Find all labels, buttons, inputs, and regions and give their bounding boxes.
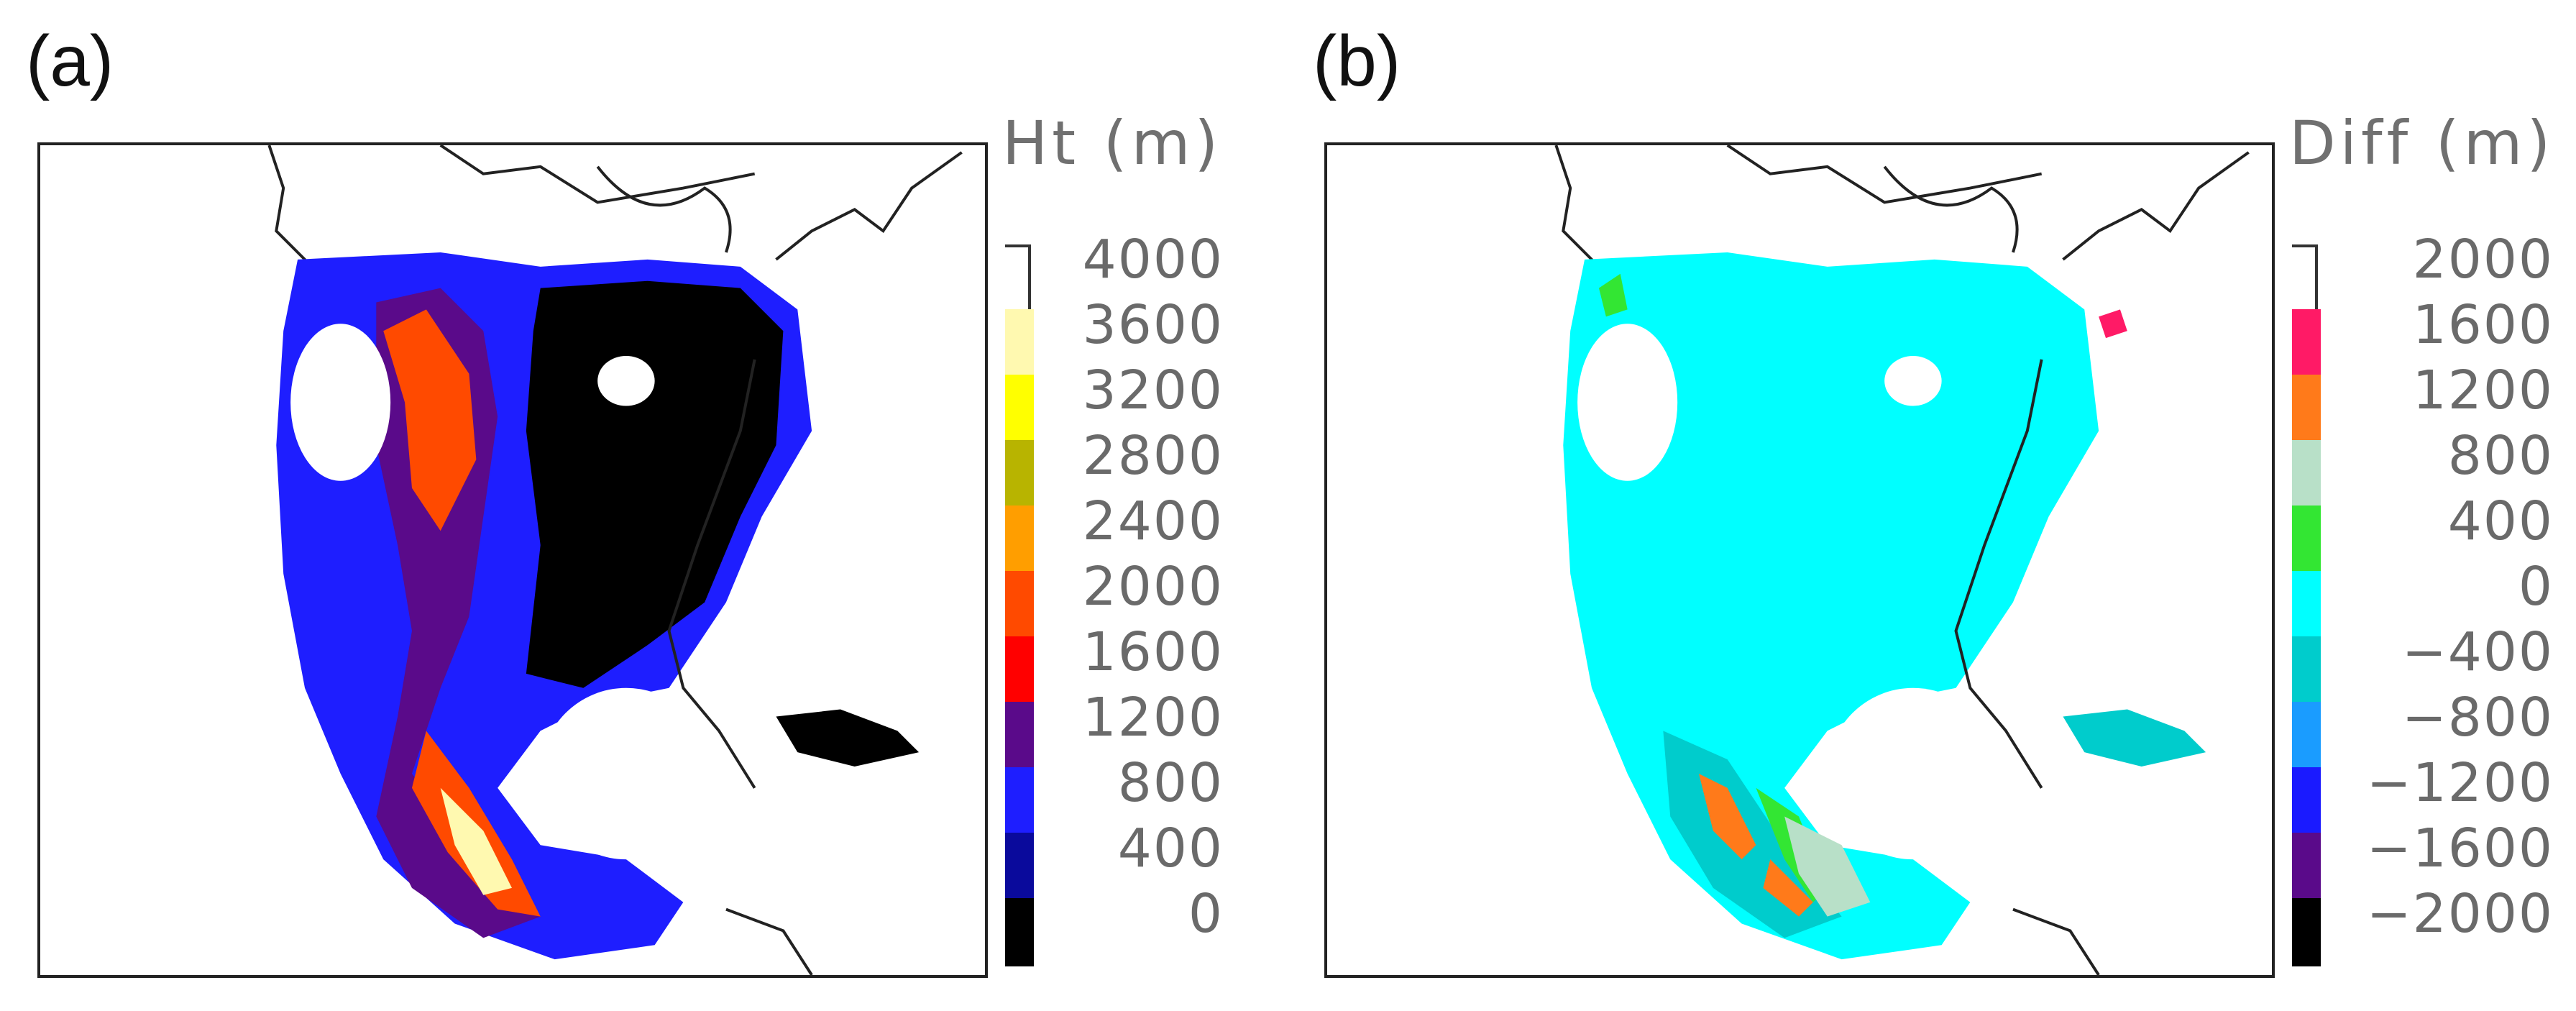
land-summits	[440, 787, 513, 895]
map-panel-b	[1324, 142, 2275, 978]
swatch-a-2000	[1005, 571, 1034, 636]
tick-a-4: 2400	[1082, 490, 1224, 552]
terrain-height-map	[267, 145, 963, 975]
tick-a-3: 2800	[1082, 425, 1224, 487]
swatch-a-3600	[1005, 309, 1034, 375]
positive-diff-patches	[1698, 773, 1813, 917]
swatch-a-2400	[1005, 506, 1034, 571]
tick-a-2: 3200	[1082, 360, 1224, 421]
panel-b-label: (b)	[1313, 21, 1401, 101]
gulf-gap	[540, 687, 712, 860]
map-panel-a	[37, 142, 988, 978]
tick-b-8: −1200	[2366, 752, 2554, 814]
tick-b-1: 1600	[2412, 294, 2554, 356]
swatch-a-800	[1005, 767, 1034, 833]
tick-a-7: 1200	[1082, 687, 1224, 749]
swatch-b-neg800	[2292, 702, 2321, 767]
swatch-b-neg1200	[2292, 767, 2321, 833]
colorbar-b	[2292, 244, 2321, 966]
tick-b-5: 0	[2518, 556, 2554, 618]
tick-b-4: 400	[2447, 490, 2554, 552]
tick-a-1: 3600	[1082, 294, 1224, 356]
swatch-a-1200	[1005, 702, 1034, 767]
swatch-b-1200	[2292, 375, 2321, 440]
tick-b-9: −1600	[2366, 818, 2554, 879]
swatch-a-2800	[1005, 440, 1034, 506]
swatch-b-neg1600	[2292, 833, 2321, 898]
swatch-a-400	[1005, 833, 1034, 898]
tick-a-5: 2000	[1082, 556, 1224, 618]
tick-a-10: 0	[1188, 883, 1224, 945]
tick-a-8: 800	[1117, 752, 1224, 814]
pale-diff-patches	[1784, 816, 1871, 917]
east-coastline	[667, 359, 756, 789]
tick-b-10: −2000	[2366, 883, 2554, 945]
swatch-b-neg400	[2292, 636, 2321, 702]
swatch-b-1600	[2292, 309, 2321, 375]
swatch-b-0	[2292, 571, 2321, 636]
tick-b-7: −800	[2401, 687, 2554, 749]
swatch-b-400	[2292, 506, 2321, 571]
lake-outline	[1883, 165, 2019, 253]
tick-a-0: 4000	[1082, 229, 1224, 291]
gulf-gap	[1827, 687, 1999, 860]
legend-title-a: Ht (m)	[1002, 108, 1223, 178]
south-coastline	[2012, 907, 2100, 975]
tick-a-6: 1600	[1082, 621, 1224, 683]
east-gap-1	[597, 355, 655, 406]
legend-title-b: Diff (m)	[2289, 108, 2555, 178]
east-gap-1	[1884, 355, 1942, 406]
caribbean-islands	[2063, 709, 2206, 767]
swatch-a-0	[1005, 898, 1034, 966]
lake-outline	[596, 165, 732, 253]
great-basin-gap	[290, 324, 391, 481]
swatch-b-800	[2292, 440, 2321, 506]
caribbean-islands	[776, 709, 920, 767]
east-coastline	[1954, 359, 2043, 789]
colorbar-a	[1005, 244, 1034, 966]
land-peaks	[383, 309, 541, 917]
pink-diff-patch	[2099, 309, 2127, 339]
swatch-b-neg2000	[2292, 898, 2321, 966]
tick-a-9: 400	[1117, 818, 1224, 879]
panel-a-label: (a)	[26, 21, 114, 101]
swatch-a-1600	[1005, 636, 1034, 702]
tick-b-0: 2000	[2412, 229, 2554, 291]
tick-b-2: 1200	[2412, 360, 2554, 421]
swatch-a-3200	[1005, 375, 1034, 440]
height-difference-map	[1554, 145, 2250, 975]
great-basin-gap	[1577, 324, 1678, 481]
south-coastline	[725, 907, 813, 975]
tick-b-6: −400	[2401, 621, 2554, 683]
land-black-east	[526, 280, 784, 688]
tick-b-3: 800	[2447, 425, 2554, 487]
